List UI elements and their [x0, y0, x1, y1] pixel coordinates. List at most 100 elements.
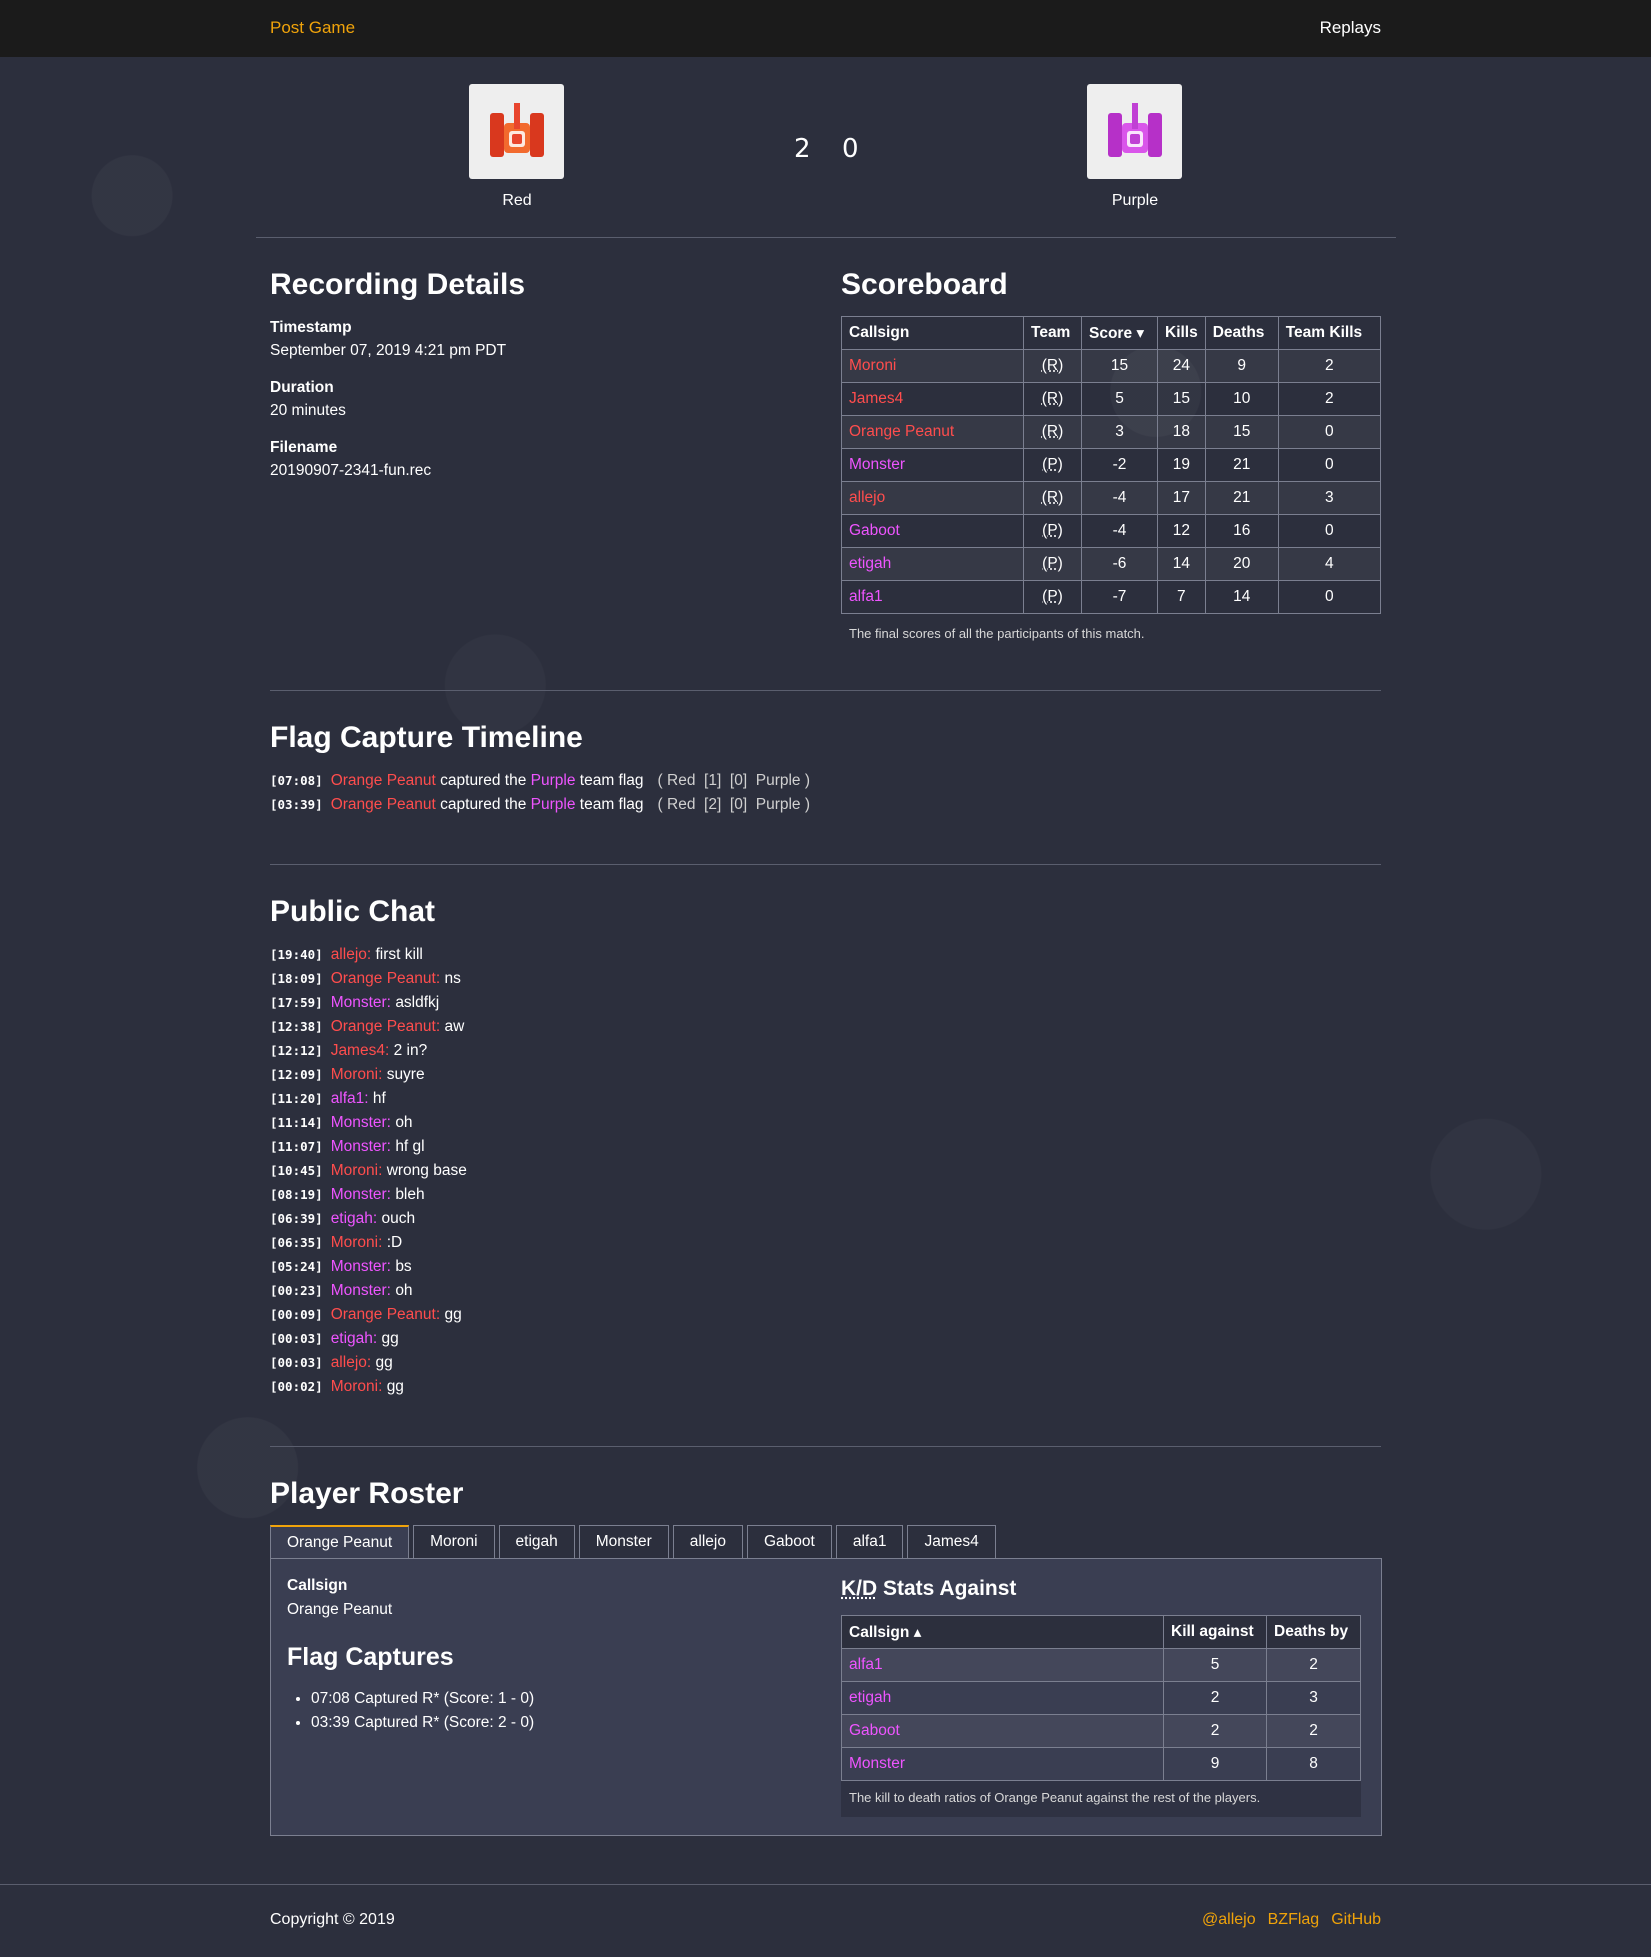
- scoreboard-title: Scoreboard: [841, 268, 1008, 301]
- chat-player: Moroni:: [330, 1066, 383, 1083]
- event-end: team flag: [579, 796, 644, 813]
- chat-player: Monster:: [330, 1186, 391, 1203]
- score-value: 5: [1081, 382, 1158, 416]
- chat-text: ns: [444, 970, 461, 987]
- chat-text: gg: [375, 1354, 393, 1371]
- col-score[interactable]: Score ▾: [1081, 316, 1158, 350]
- chat-text: gg: [381, 1330, 399, 1347]
- chat-message: [12:09] Moroni: suyre: [270, 1063, 467, 1087]
- event-time: [03:39]: [270, 797, 323, 812]
- kd-callsign: Gaboot: [841, 1714, 1164, 1748]
- team-right-score: 0: [842, 134, 859, 164]
- chat-player: Monster:: [330, 1114, 391, 1131]
- chat-player: Moroni:: [330, 1162, 383, 1179]
- roster-tab[interactable]: Moroni: [413, 1525, 495, 1558]
- chat-text: hf gl: [395, 1138, 425, 1155]
- roster-tab[interactable]: etigah: [498, 1525, 575, 1558]
- kills-value: 12: [1157, 514, 1206, 548]
- team-kills-value: 0: [1277, 580, 1382, 614]
- player-callsign: etigah: [841, 547, 1024, 581]
- chat-message: [05:24] Monster: bs: [270, 1255, 467, 1279]
- footer-link-allejo[interactable]: @allejo: [1202, 1911, 1256, 1928]
- chat-time: [12:12]: [270, 1043, 323, 1058]
- roster-tab[interactable]: Monster: [578, 1525, 669, 1558]
- player-callsign: Orange Peanut: [841, 415, 1024, 449]
- event-time: [07:08]: [270, 773, 323, 788]
- kd-col-deaths[interactable]: Deaths by: [1266, 1615, 1361, 1649]
- deaths-value: 21: [1204, 481, 1279, 515]
- kd-kills: 5: [1163, 1648, 1267, 1682]
- chat-player: Moroni:: [330, 1234, 383, 1251]
- kd-abbr: K/D: [841, 1577, 878, 1600]
- col-team[interactable]: Team: [1023, 316, 1082, 350]
- team-code: (R): [1023, 415, 1082, 449]
- col-callsign[interactable]: Callsign: [841, 316, 1024, 350]
- score-value: -6: [1081, 547, 1158, 581]
- flag-captures-list: 07:08 Captured R* (Score: 1 - 0)03:39 Ca…: [311, 1687, 534, 1735]
- team-abbr: (P): [1042, 588, 1063, 605]
- chat-time: [19:40]: [270, 947, 323, 962]
- team-kills-value: 0: [1277, 415, 1382, 449]
- chat-time: [12:38]: [270, 1019, 323, 1034]
- team-kills-value: 2: [1277, 382, 1382, 416]
- team-right: Purple: [1087, 84, 1183, 210]
- col-deaths[interactable]: Deaths: [1204, 316, 1279, 350]
- chat-time: [05:24]: [270, 1259, 323, 1274]
- chat-time: [00:02]: [270, 1379, 323, 1394]
- roster-tab[interactable]: Orange Peanut: [270, 1525, 410, 1558]
- divider: [270, 1446, 1381, 1447]
- col-kills[interactable]: Kills: [1157, 316, 1206, 350]
- team-abbr: (R): [1041, 357, 1064, 374]
- public-chat-title: Public Chat: [270, 895, 436, 928]
- footer-link-github[interactable]: GitHub: [1331, 1911, 1381, 1928]
- copyright: Copyright © 2019: [270, 1911, 395, 1928]
- timestamp-label: Timestamp: [270, 319, 352, 336]
- flag-timeline-title: Flag Capture Timeline: [270, 721, 583, 754]
- deaths-value: 16: [1204, 514, 1279, 548]
- scoreboard-row: alfa1 (P) -7 7 14 0: [841, 580, 1382, 614]
- roster-tab[interactable]: Gaboot: [746, 1525, 832, 1558]
- deaths-value: 21: [1204, 448, 1279, 482]
- team-code: (R): [1023, 382, 1082, 416]
- roster-tabs: Orange Peanut Moroni etigah Monster allejo Ga…: [270, 1525, 1000, 1558]
- kd-col-kills[interactable]: Kill against: [1163, 1615, 1267, 1649]
- roster-tab[interactable]: alfa1: [835, 1525, 904, 1558]
- chat-time: [00:09]: [270, 1307, 323, 1322]
- replays-link[interactable]: Replays: [1319, 18, 1381, 37]
- kd-kills: 2: [1163, 1714, 1267, 1748]
- kd-callsign: etigah: [841, 1681, 1164, 1715]
- kd-deaths: 3: [1266, 1681, 1361, 1715]
- col-team-kills[interactable]: Team Kills: [1277, 316, 1382, 350]
- score-value: -2: [1081, 448, 1158, 482]
- event-flag-team: Purple: [530, 772, 576, 789]
- score-value: 15: [1081, 349, 1158, 383]
- kd-col-callsign[interactable]: Callsign ▴: [841, 1615, 1164, 1649]
- scoreboard-row: Monster (P) -2 19 21 0: [841, 448, 1382, 482]
- kills-value: 18: [1157, 415, 1206, 449]
- chat-message: [06:39] etigah: ouch: [270, 1207, 467, 1231]
- roster-tab[interactable]: allejo: [672, 1525, 743, 1558]
- chat-message: [11:20] alfa1: hf: [270, 1087, 467, 1111]
- chat-message: [12:12] James4: 2 in?: [270, 1039, 467, 1063]
- chat-player: etigah:: [330, 1210, 378, 1227]
- chat-player: Orange Peanut:: [330, 1018, 441, 1035]
- chat-player: Monster:: [330, 1282, 391, 1299]
- kd-deaths: 8: [1266, 1747, 1361, 1781]
- deaths-value: 15: [1204, 415, 1279, 449]
- team-abbr: (P): [1042, 456, 1063, 473]
- kd-kills: 2: [1163, 1681, 1267, 1715]
- brand-link[interactable]: Post Game: [270, 18, 356, 37]
- player-callsign: Moroni: [841, 349, 1024, 383]
- footer-link-bzflag[interactable]: BZFlag: [1267, 1911, 1320, 1928]
- scoreboard-table: Callsign Team Score ▾ Kills Deaths Team …: [841, 316, 1382, 614]
- roster-tab[interactable]: James4: [907, 1525, 996, 1558]
- team-left-score: 2: [794, 134, 811, 164]
- chat-message: [00:23] Monster: oh: [270, 1279, 467, 1303]
- team-code: (P): [1023, 580, 1082, 614]
- team-abbr: (P): [1042, 555, 1063, 572]
- chat-text: oh: [395, 1114, 413, 1131]
- score-value: -4: [1081, 481, 1158, 515]
- kills-value: 7: [1157, 580, 1206, 614]
- flag-captures-title: Flag Captures: [287, 1643, 454, 1671]
- chat-time: [11:14]: [270, 1115, 323, 1130]
